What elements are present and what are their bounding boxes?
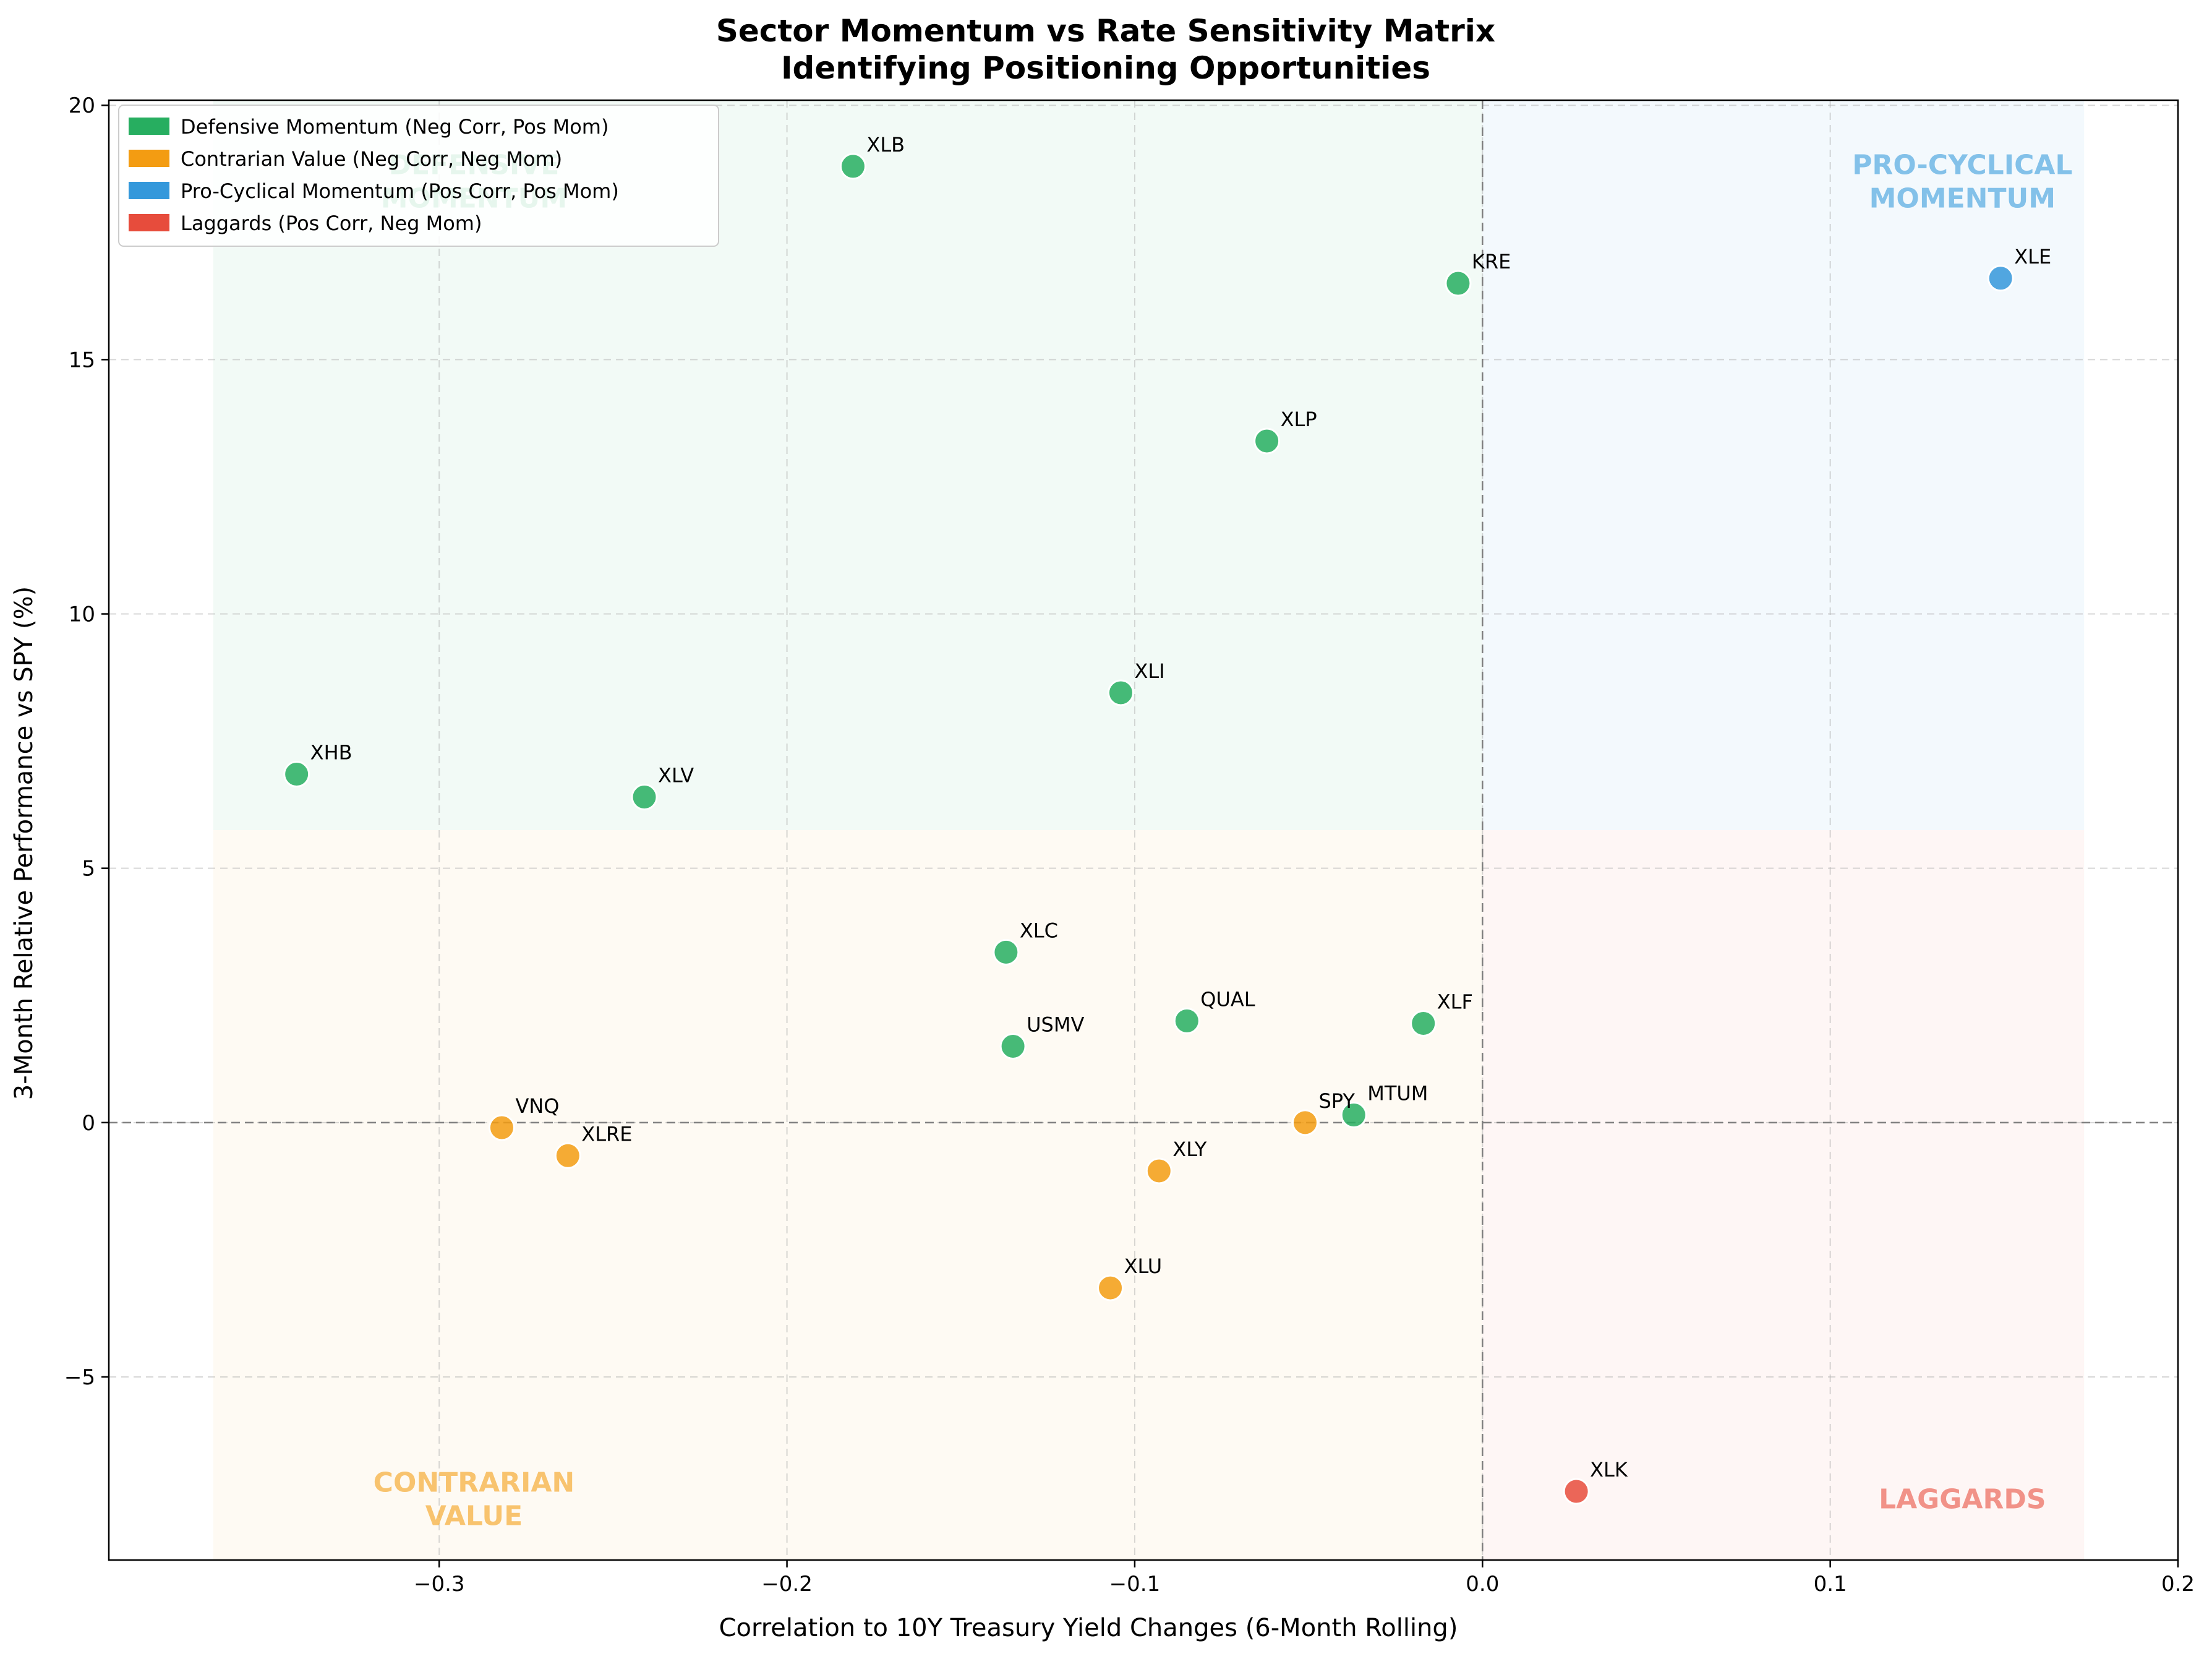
- point-label-xlk: XLK: [1590, 1458, 1628, 1481]
- point-label-usmv: USMV: [1027, 1013, 1084, 1036]
- legend-entry-label: Defensive Momentum (Neg Corr, Pos Mom): [181, 115, 609, 139]
- y-tick-label: 15: [69, 348, 95, 372]
- y-tick-label: 5: [82, 857, 95, 881]
- quadrant-backgrounds: [213, 100, 2085, 1560]
- point-label-vnq: VNQ: [515, 1094, 559, 1118]
- y-tick-label: −5: [64, 1365, 95, 1390]
- point-xhb: [283, 761, 310, 788]
- quadrant-bg-laggards: [1482, 830, 2085, 1560]
- point-mtum: [1340, 1101, 1367, 1128]
- point-label-xhb: XHB: [310, 741, 352, 765]
- y-tick-label: 0: [82, 1111, 95, 1136]
- x-tick-label: −0.3: [414, 1572, 465, 1597]
- point-label-kre: KRE: [1472, 250, 1511, 273]
- point-label-xlu: XLU: [1124, 1254, 1163, 1278]
- point-xlb: [839, 153, 866, 180]
- point-label-xlf: XLF: [1437, 990, 1473, 1013]
- point-label-mtum: MTUM: [1367, 1081, 1428, 1105]
- quadrant-label-bottom-right: LAGGARDS: [1879, 1483, 2046, 1515]
- legend-entry-label: Pro-Cyclical Momentum (Pos Corr, Pos Mom…: [181, 179, 619, 203]
- point-label-xlc: XLC: [1020, 919, 1058, 942]
- point-kre: [1445, 270, 1472, 297]
- point-xle: [1987, 265, 2014, 292]
- point-label-xlp: XLP: [1281, 408, 1317, 431]
- point-xlf: [1410, 1010, 1437, 1037]
- point-xlre: [554, 1142, 581, 1169]
- y-tick-label: 10: [69, 602, 95, 627]
- point-label-spy: SPY: [1318, 1089, 1355, 1113]
- legend-swatch: [129, 118, 169, 135]
- x-tick-label: −0.1: [1109, 1572, 1161, 1597]
- legend-entry-label: Laggards (Pos Corr, Neg Mom): [181, 212, 482, 235]
- quadrant-label-bottom-left: CONTRARIAN: [374, 1467, 575, 1498]
- quadrant-label-bottom-left: VALUE: [425, 1500, 523, 1532]
- point-xlv: [631, 784, 658, 811]
- legend-box: [118, 105, 719, 247]
- legend-swatch: [129, 150, 169, 167]
- point-label-xlv: XLV: [658, 764, 694, 787]
- chart-title-line-1: Sector Momentum vs Rate Sensitivity Matr…: [716, 13, 1495, 49]
- quadrant-label-top-right: PRO-CYCLICAL: [1852, 150, 2072, 181]
- point-spy: [1291, 1109, 1318, 1136]
- point-xlk: [1563, 1478, 1590, 1505]
- reference-lines: [109, 100, 2178, 1560]
- point-xli: [1107, 679, 1134, 706]
- point-label-xlb: XLB: [866, 133, 905, 156]
- point-xlu: [1097, 1274, 1124, 1301]
- legend-entry-label: Contrarian Value (Neg Corr, Neg Mom): [181, 147, 562, 171]
- point-xlp: [1253, 427, 1281, 455]
- legend-swatch: [129, 214, 169, 231]
- x-tick-label: −0.2: [761, 1572, 813, 1597]
- y-axis-label: 3-Month Relative Performance vs SPY (%): [10, 586, 38, 1100]
- quadrant-bg-contrarian-value: [213, 830, 1483, 1560]
- legend: Defensive Momentum (Neg Corr, Pos Mom) Co…: [118, 105, 719, 247]
- x-axis-label: Correlation to 10Y Treasury Yield Change…: [719, 1614, 1458, 1642]
- point-label-xle: XLE: [2014, 245, 2051, 268]
- point-usmv: [999, 1032, 1027, 1060]
- x-tick-label: 0.2: [2161, 1572, 2195, 1597]
- y-tick-label: 20: [69, 93, 95, 118]
- x-tick-label: 0.0: [1466, 1572, 1499, 1597]
- point-vnq: [488, 1114, 515, 1141]
- data-points: XLB KRE XLE XLP XLI XHB XLV XLC QUAL XLF USMV MTUM S…: [283, 133, 2051, 1505]
- chart-title-line-2: Identifying Positioning Opportunities: [781, 50, 1430, 86]
- point-label-xlre: XLRE: [581, 1122, 632, 1146]
- point-qual: [1173, 1007, 1200, 1034]
- plot-frame: [108, 99, 2179, 1561]
- point-label-xly: XLY: [1172, 1138, 1207, 1161]
- point-label-xli: XLI: [1134, 659, 1164, 683]
- legend-swatch: [129, 182, 169, 199]
- x-tick-label: 0.1: [1814, 1572, 1847, 1597]
- point-xly: [1145, 1157, 1172, 1185]
- point-label-qual: QUAL: [1200, 987, 1255, 1011]
- quadrant-label-top-right: MOMENTUM: [1869, 183, 2056, 215]
- quadrant-bg-pro-cyclical-momentum: [1482, 100, 2085, 830]
- axes: −0.3 −0.2 −0.1 0.0 0.1 0.2 −5 0 5 10 15 20: [64, 93, 2195, 1597]
- point-xlc: [993, 938, 1020, 966]
